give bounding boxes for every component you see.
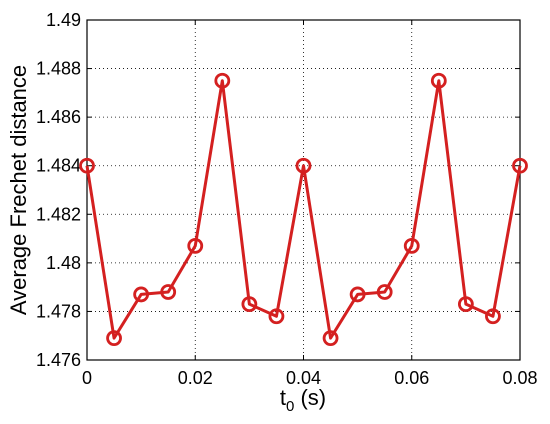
data-point-marker [403, 237, 420, 254]
data-point-marker [349, 286, 366, 303]
y-tick-label: 1.482 [36, 204, 81, 224]
y-tick-label: 1.484 [36, 156, 81, 176]
x-tick-label: 0.02 [178, 368, 213, 388]
y-axis-label: Average Frechet distance [6, 65, 31, 315]
y-tick-labels: 1.476 1.478 1.48 1.482 1.484 1.486 1.488 1.49 [36, 10, 81, 370]
series-line [85, 79, 522, 340]
x-tick-labels: 0 0.02 0.04 0.06 0.08 [82, 368, 538, 388]
data-point-marker [457, 296, 474, 313]
data-point-marker [241, 296, 258, 313]
data-point-marker [376, 284, 393, 300]
data-point-marker [268, 308, 285, 325]
data-point-marker [512, 157, 528, 174]
y-tick-label: 1.476 [36, 350, 81, 370]
grid-lines [87, 20, 520, 360]
data-point-marker [322, 330, 339, 347]
data-point-marker [160, 284, 177, 300]
x-tick-label: 0.06 [394, 368, 429, 388]
y-tick-label: 1.486 [36, 107, 81, 127]
data-point-marker [106, 330, 122, 347]
x-tick-label: 0.08 [502, 368, 537, 388]
data-point-marker [485, 308, 501, 325]
data-point-marker [214, 72, 231, 89]
x-tick-label: 0 [82, 368, 92, 388]
series-layer [79, 72, 528, 347]
x-axis-label: t0 (s) [280, 385, 326, 415]
data-point-marker [79, 157, 95, 174]
data-point-marker [133, 286, 150, 303]
y-tick-label: 1.48 [46, 253, 81, 273]
data-point-marker [187, 237, 204, 254]
y-tick-label: 1.49 [46, 10, 81, 30]
y-tick-label: 1.478 [36, 301, 81, 321]
y-tick-label: 1.488 [36, 59, 81, 79]
x-tick-label: 0.04 [286, 368, 321, 388]
data-point-marker [295, 157, 312, 174]
data-point-marker [430, 72, 447, 89]
